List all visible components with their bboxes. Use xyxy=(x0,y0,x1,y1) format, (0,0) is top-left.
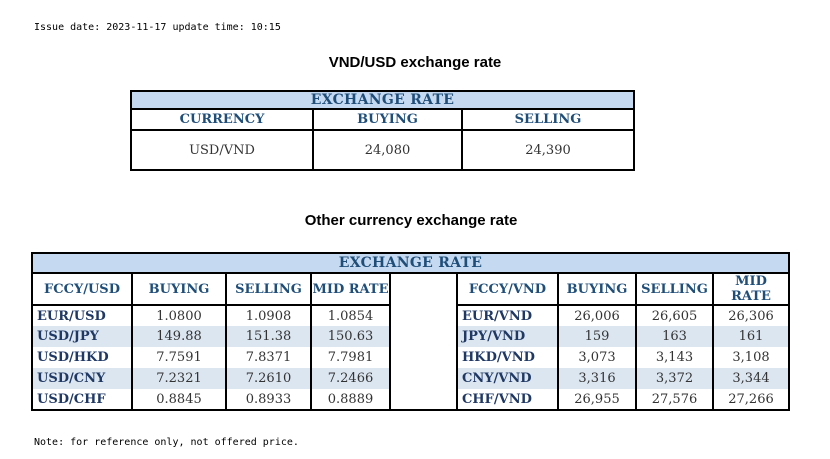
header-fccy-vnd: FCCY/VND xyxy=(456,273,559,306)
buying-cell: 149.88 xyxy=(132,326,227,347)
selling-cell: 24,390 xyxy=(525,142,571,158)
pair-cell: USD/JPY xyxy=(32,326,133,347)
header-selling: SELLING xyxy=(461,109,635,131)
mid-rate-cell: 1.0854 xyxy=(311,305,391,326)
selling-cell: 3,372 xyxy=(636,368,714,389)
pair-cell: CNY/VND xyxy=(457,368,559,389)
header-buying: BUYING xyxy=(312,109,463,131)
buying-cell: 3,073 xyxy=(558,347,637,368)
pair-cell: USD/CNY xyxy=(32,368,133,389)
buying-cell: 0.8845 xyxy=(132,389,227,410)
band-header: EXCHANGE RATE xyxy=(131,91,634,110)
mid-rate-cell: 161 xyxy=(713,326,789,347)
buying-cell: 3,316 xyxy=(558,368,637,389)
mid-rate-cell: 7.2466 xyxy=(311,368,391,389)
selling-cell: 3,143 xyxy=(636,347,714,368)
vnd-usd-title: VND/USD exchange rate xyxy=(328,54,502,71)
buying-cell: 7.2321 xyxy=(132,368,227,389)
mid-rate-cell: 7.7981 xyxy=(311,347,391,368)
header-fccy-usd: FCCY/USD xyxy=(31,273,133,306)
table-row: EUR/USD 1.0800 1.0908 1.0854 EUR/VND 26,006 26… xyxy=(32,305,789,326)
vnd-usd-table: EXCHANGE RATE CURRENCY BUYING SELLING US… xyxy=(130,90,635,171)
selling-cell: 26,605 xyxy=(636,305,714,326)
selling-cell: 7.2610 xyxy=(226,368,312,389)
buying-cell: 1.0800 xyxy=(132,305,227,326)
pair-cell: CHF/VND xyxy=(457,389,559,410)
spacer xyxy=(390,273,458,305)
mid-rate-cell: 3,108 xyxy=(732,350,770,365)
pair-cell: EUR/VND xyxy=(457,305,559,326)
pair-cell: HKD/VND xyxy=(457,347,559,368)
issue-date: Issue date: 2023-11-17 update time: 10:1… xyxy=(34,22,281,33)
table-row: USD/HKD 7.7591 7.8371 7.7981 HKD/VND 3,073 3,1… xyxy=(32,347,789,368)
header-selling: SELLING xyxy=(225,273,312,306)
table-row: USD/CNY 7.2321 7.2610 7.2466 CNY/VND 3,316 3,3… xyxy=(32,368,789,389)
mid-rate-cell: 3,344 xyxy=(713,368,789,389)
mid-rate-cell: 27,266 xyxy=(728,391,774,407)
header-buying: BUYING xyxy=(131,273,227,306)
header-selling: SELLING xyxy=(635,273,714,306)
spacer xyxy=(390,389,458,410)
spacer xyxy=(390,305,458,326)
selling-cell: 0.8933 xyxy=(226,389,312,410)
buying-cell: 26,955 xyxy=(558,389,637,410)
pair-cell: USD/HKD xyxy=(32,347,133,368)
pair-cell: EUR/USD xyxy=(32,305,133,326)
pair-cell: JPY/VND xyxy=(457,326,559,347)
buying-cell: 7.7591 xyxy=(132,347,227,368)
buying-cell: 26,006 xyxy=(558,305,637,326)
buying-cell: 159 xyxy=(558,326,637,347)
band-header: EXCHANGE RATE xyxy=(32,253,789,274)
other-rates-table: EXCHANGE RATE FCCY/USD BUYING SELLING MI… xyxy=(31,252,790,411)
note: Note: for reference only, not offered pr… xyxy=(34,437,299,448)
table-row: USD/JPY 149.88 151.38 150.63 JPY/VND 159 163 16… xyxy=(32,326,789,347)
header-currency: CURRENCY xyxy=(130,109,314,131)
buying-cell: 24,080 xyxy=(313,130,463,170)
spacer xyxy=(390,368,458,389)
other-title: Other currency exchange rate xyxy=(304,212,518,229)
selling-cell: 163 xyxy=(636,326,714,347)
selling-cell: 151.38 xyxy=(226,326,312,347)
selling-cell: 7.8371 xyxy=(226,347,312,368)
mid-rate-cell: 150.63 xyxy=(311,326,391,347)
mid-rate-cell: 26,306 xyxy=(728,308,774,324)
header-mid-rate: MID RATE xyxy=(712,273,790,306)
selling-cell: 27,576 xyxy=(636,389,714,410)
mid-rate-cell: 0.8889 xyxy=(311,389,391,410)
selling-cell: 1.0908 xyxy=(226,305,312,326)
header-buying: BUYING xyxy=(557,273,637,306)
spacer xyxy=(390,326,458,347)
table-row: USD/CHF 0.8845 0.8933 0.8889 CHF/VND 26,955 27… xyxy=(32,389,789,410)
currency-cell: USD/VND xyxy=(131,130,314,170)
spacer xyxy=(390,347,458,368)
header-mid-rate: MID RATE xyxy=(310,273,391,306)
pair-cell: USD/CHF xyxy=(32,389,133,410)
